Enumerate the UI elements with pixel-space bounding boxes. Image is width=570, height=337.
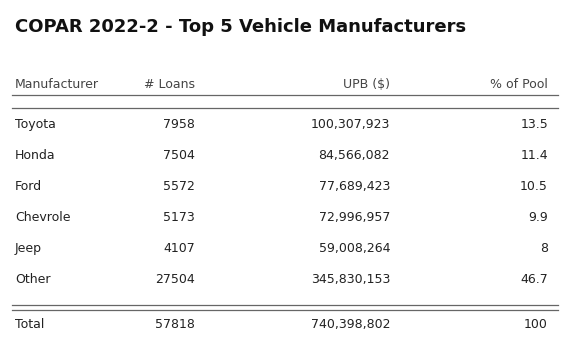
Text: UPB ($): UPB ($) — [343, 78, 390, 91]
Text: Manufacturer: Manufacturer — [15, 78, 99, 91]
Text: 345,830,153: 345,830,153 — [311, 273, 390, 286]
Text: Jeep: Jeep — [15, 242, 42, 255]
Text: Toyota: Toyota — [15, 118, 56, 131]
Text: 7504: 7504 — [163, 149, 195, 162]
Text: 9.9: 9.9 — [528, 211, 548, 224]
Text: 27504: 27504 — [155, 273, 195, 286]
Text: 72,996,957: 72,996,957 — [319, 211, 390, 224]
Text: 46.7: 46.7 — [520, 273, 548, 286]
Text: 77,689,423: 77,689,423 — [319, 180, 390, 193]
Text: 59,008,264: 59,008,264 — [319, 242, 390, 255]
Text: 100: 100 — [524, 318, 548, 331]
Text: 84,566,082: 84,566,082 — [319, 149, 390, 162]
Text: 10.5: 10.5 — [520, 180, 548, 193]
Text: 7958: 7958 — [163, 118, 195, 131]
Text: 5173: 5173 — [163, 211, 195, 224]
Text: 5572: 5572 — [163, 180, 195, 193]
Text: COPAR 2022-2 - Top 5 Vehicle Manufacturers: COPAR 2022-2 - Top 5 Vehicle Manufacture… — [15, 18, 466, 36]
Text: 740,398,802: 740,398,802 — [311, 318, 390, 331]
Text: 100,307,923: 100,307,923 — [311, 118, 390, 131]
Text: Ford: Ford — [15, 180, 42, 193]
Text: Chevrole: Chevrole — [15, 211, 71, 224]
Text: 13.5: 13.5 — [520, 118, 548, 131]
Text: 8: 8 — [540, 242, 548, 255]
Text: 57818: 57818 — [155, 318, 195, 331]
Text: Other: Other — [15, 273, 51, 286]
Text: Honda: Honda — [15, 149, 56, 162]
Text: Total: Total — [15, 318, 44, 331]
Text: # Loans: # Loans — [144, 78, 195, 91]
Text: 4107: 4107 — [163, 242, 195, 255]
Text: % of Pool: % of Pool — [490, 78, 548, 91]
Text: 11.4: 11.4 — [520, 149, 548, 162]
